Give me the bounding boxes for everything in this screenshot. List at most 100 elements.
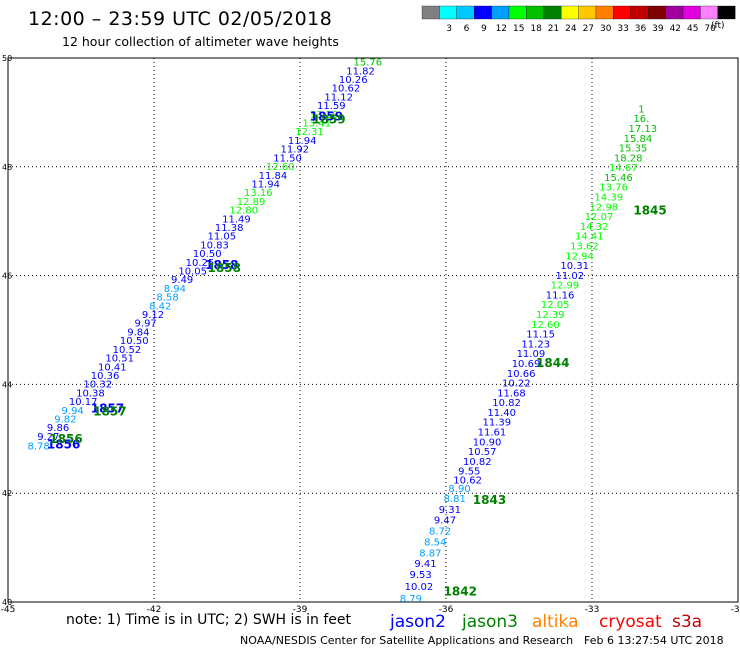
wave-height-value: 11.02 (556, 271, 585, 282)
lat-tick-label: 44 (2, 380, 12, 389)
wave-height-value: 11.92 (281, 145, 310, 156)
wave-height-value: 12.89 (237, 197, 266, 208)
lat-tick-label: 40 (2, 598, 12, 607)
wave-height-value: 17.13 (629, 124, 658, 135)
track-time-label: 1857 (93, 404, 126, 418)
wave-height-value: 13.41 (302, 119, 331, 130)
colorbar-tick-label: 6 (464, 24, 470, 34)
wave-height-value: 10.69 (512, 359, 541, 370)
lon-tick-label: -45 (1, 605, 16, 615)
wave-height-value: 9.12 (142, 310, 164, 321)
track-time-label: 1842 (444, 584, 477, 598)
colorbar-tick-label: 30 (600, 24, 612, 34)
wave-height-value: 10.82 (492, 398, 521, 409)
wave-height-value: 15.35 (619, 144, 648, 155)
note-text: note: 1) Time is in UTC; 2) SWH is in fe… (66, 612, 352, 628)
wave-height-value: 12.99 (551, 281, 580, 292)
colorbar-tick-label: 27 (583, 24, 594, 34)
colorbar-tick-label: 18 (530, 24, 542, 34)
lon-tick-label: -30 (731, 605, 740, 615)
wave-height-value: 8.90 (448, 484, 470, 495)
wave-height-value: 10.52 (113, 345, 142, 356)
wave-height-value: 8.78 (27, 442, 49, 453)
page-subtitle: 12 hour collection of altimeter wave hei… (62, 34, 339, 49)
wave-height-value: 11.50 (273, 153, 302, 164)
wave-height-value: 10.83 (200, 240, 229, 251)
wave-height-value: 12.39 (536, 310, 565, 321)
timestamp-text: Feb 6 13:27:54 UTC 2018 (584, 634, 724, 647)
wave-height-value: 10.38 (76, 388, 105, 399)
track-time-label: 1859 (312, 112, 345, 126)
wave-height-value: 10.31 (560, 261, 589, 272)
wave-height-value: 10.22 (502, 379, 531, 390)
wave-height-value: 11.59 (317, 101, 346, 112)
track-time-label: 1844 (536, 356, 569, 370)
colorbar-tick-label: 9 (481, 24, 487, 34)
lon-tick-label: -33 (585, 605, 600, 615)
track-time-label: 1858 (208, 261, 241, 275)
credit-text: NOAA/NESDIS Center for Satellite Applica… (240, 634, 574, 647)
wave-height-value: 9.86 (47, 423, 69, 434)
wave-height-value: 11.39 (483, 418, 512, 429)
wave-height-value: 18.28 (614, 153, 643, 164)
wave-height-value: 12.31 (295, 127, 324, 138)
wave-height-value: 9.55 (458, 467, 480, 478)
wave-height-value: 8.58 (156, 293, 178, 304)
wave-height-value: 13.19 (310, 110, 339, 121)
wave-height-value: 11.40 (487, 408, 516, 419)
wave-height-value: 8.79 (400, 594, 422, 605)
colorbar-tick-label: 24 (565, 24, 577, 34)
legend-s3a: s3a (672, 612, 703, 632)
colorbar: 3 6 9 12 15 18 21 24 27 30 33 36 39 42 45 70 (421, 5, 736, 34)
wave-height-value: 9.31 (439, 505, 461, 516)
wave-height-value: 9.84 (127, 327, 149, 338)
wave-height-value: 11.49 (222, 214, 251, 225)
colorbar-tick-label: 70 (704, 24, 716, 34)
wave-height-value: 10.90 (473, 437, 502, 448)
wave-height-value: 10.50 (193, 249, 222, 260)
wave-height-value: 10.82 (463, 457, 492, 468)
wave-height-value: 1 (638, 104, 644, 115)
track-time-label: 1859 (310, 110, 343, 124)
wave-height-value: 8.81 (444, 494, 466, 505)
wave-height-value: 10.32 (83, 380, 112, 391)
wave-height-value: 14.32 (580, 222, 609, 233)
wave-height-value: 12.80 (229, 206, 258, 217)
wave-height-value: 11.61 (478, 428, 507, 439)
wave-height-value: 9.82 (54, 414, 76, 425)
colorbar-tick-label: 21 (548, 24, 559, 34)
wave-height-value: 16. (633, 114, 649, 125)
map-frame (7, 57, 739, 603)
wave-height-value: 9.41 (414, 559, 436, 570)
colorbar-bin (717, 5, 736, 20)
wave-height-value: 15.84 (624, 134, 653, 145)
wave-height-value: 9.27 (37, 432, 59, 443)
wave-height-value: 10.51 (105, 354, 134, 365)
wave-height-value: 9.47 (434, 516, 456, 527)
colorbar-unit: (ft) (711, 21, 725, 31)
wave-height-value: 8.87 (419, 548, 441, 559)
wave-height-value: 11.38 (215, 223, 244, 234)
wave-height-value: 11.12 (324, 92, 353, 103)
colorbar-tick-label: 42 (670, 24, 681, 34)
wave-height-value: 12.94 (565, 251, 594, 262)
wave-height-value: 11.09 (517, 349, 546, 360)
wave-height-value: 11.16 (546, 290, 575, 301)
legend-cryosat: cryosat (599, 612, 662, 632)
wave-height-value: 13.76 (599, 183, 628, 194)
wave-height-value: 14.39 (594, 193, 623, 204)
wave-height-value: 8.42 (149, 301, 171, 312)
lat-tick-label: 48 (2, 163, 12, 172)
lon-tick-label: -42 (147, 605, 162, 615)
colorbar-tick-label: 36 (635, 24, 647, 34)
legend-altika: altika (532, 612, 579, 632)
track-time-label: 1858 (205, 258, 238, 272)
track-time-label: 1856 (49, 432, 82, 446)
wave-height-value: 10.62 (453, 475, 482, 486)
wave-height-value: 11.05 (208, 232, 237, 243)
wave-height-value: 10.50 (120, 336, 149, 347)
wave-height-value: 10.02 (405, 582, 434, 593)
lat-tick-label: 46 (2, 272, 12, 281)
